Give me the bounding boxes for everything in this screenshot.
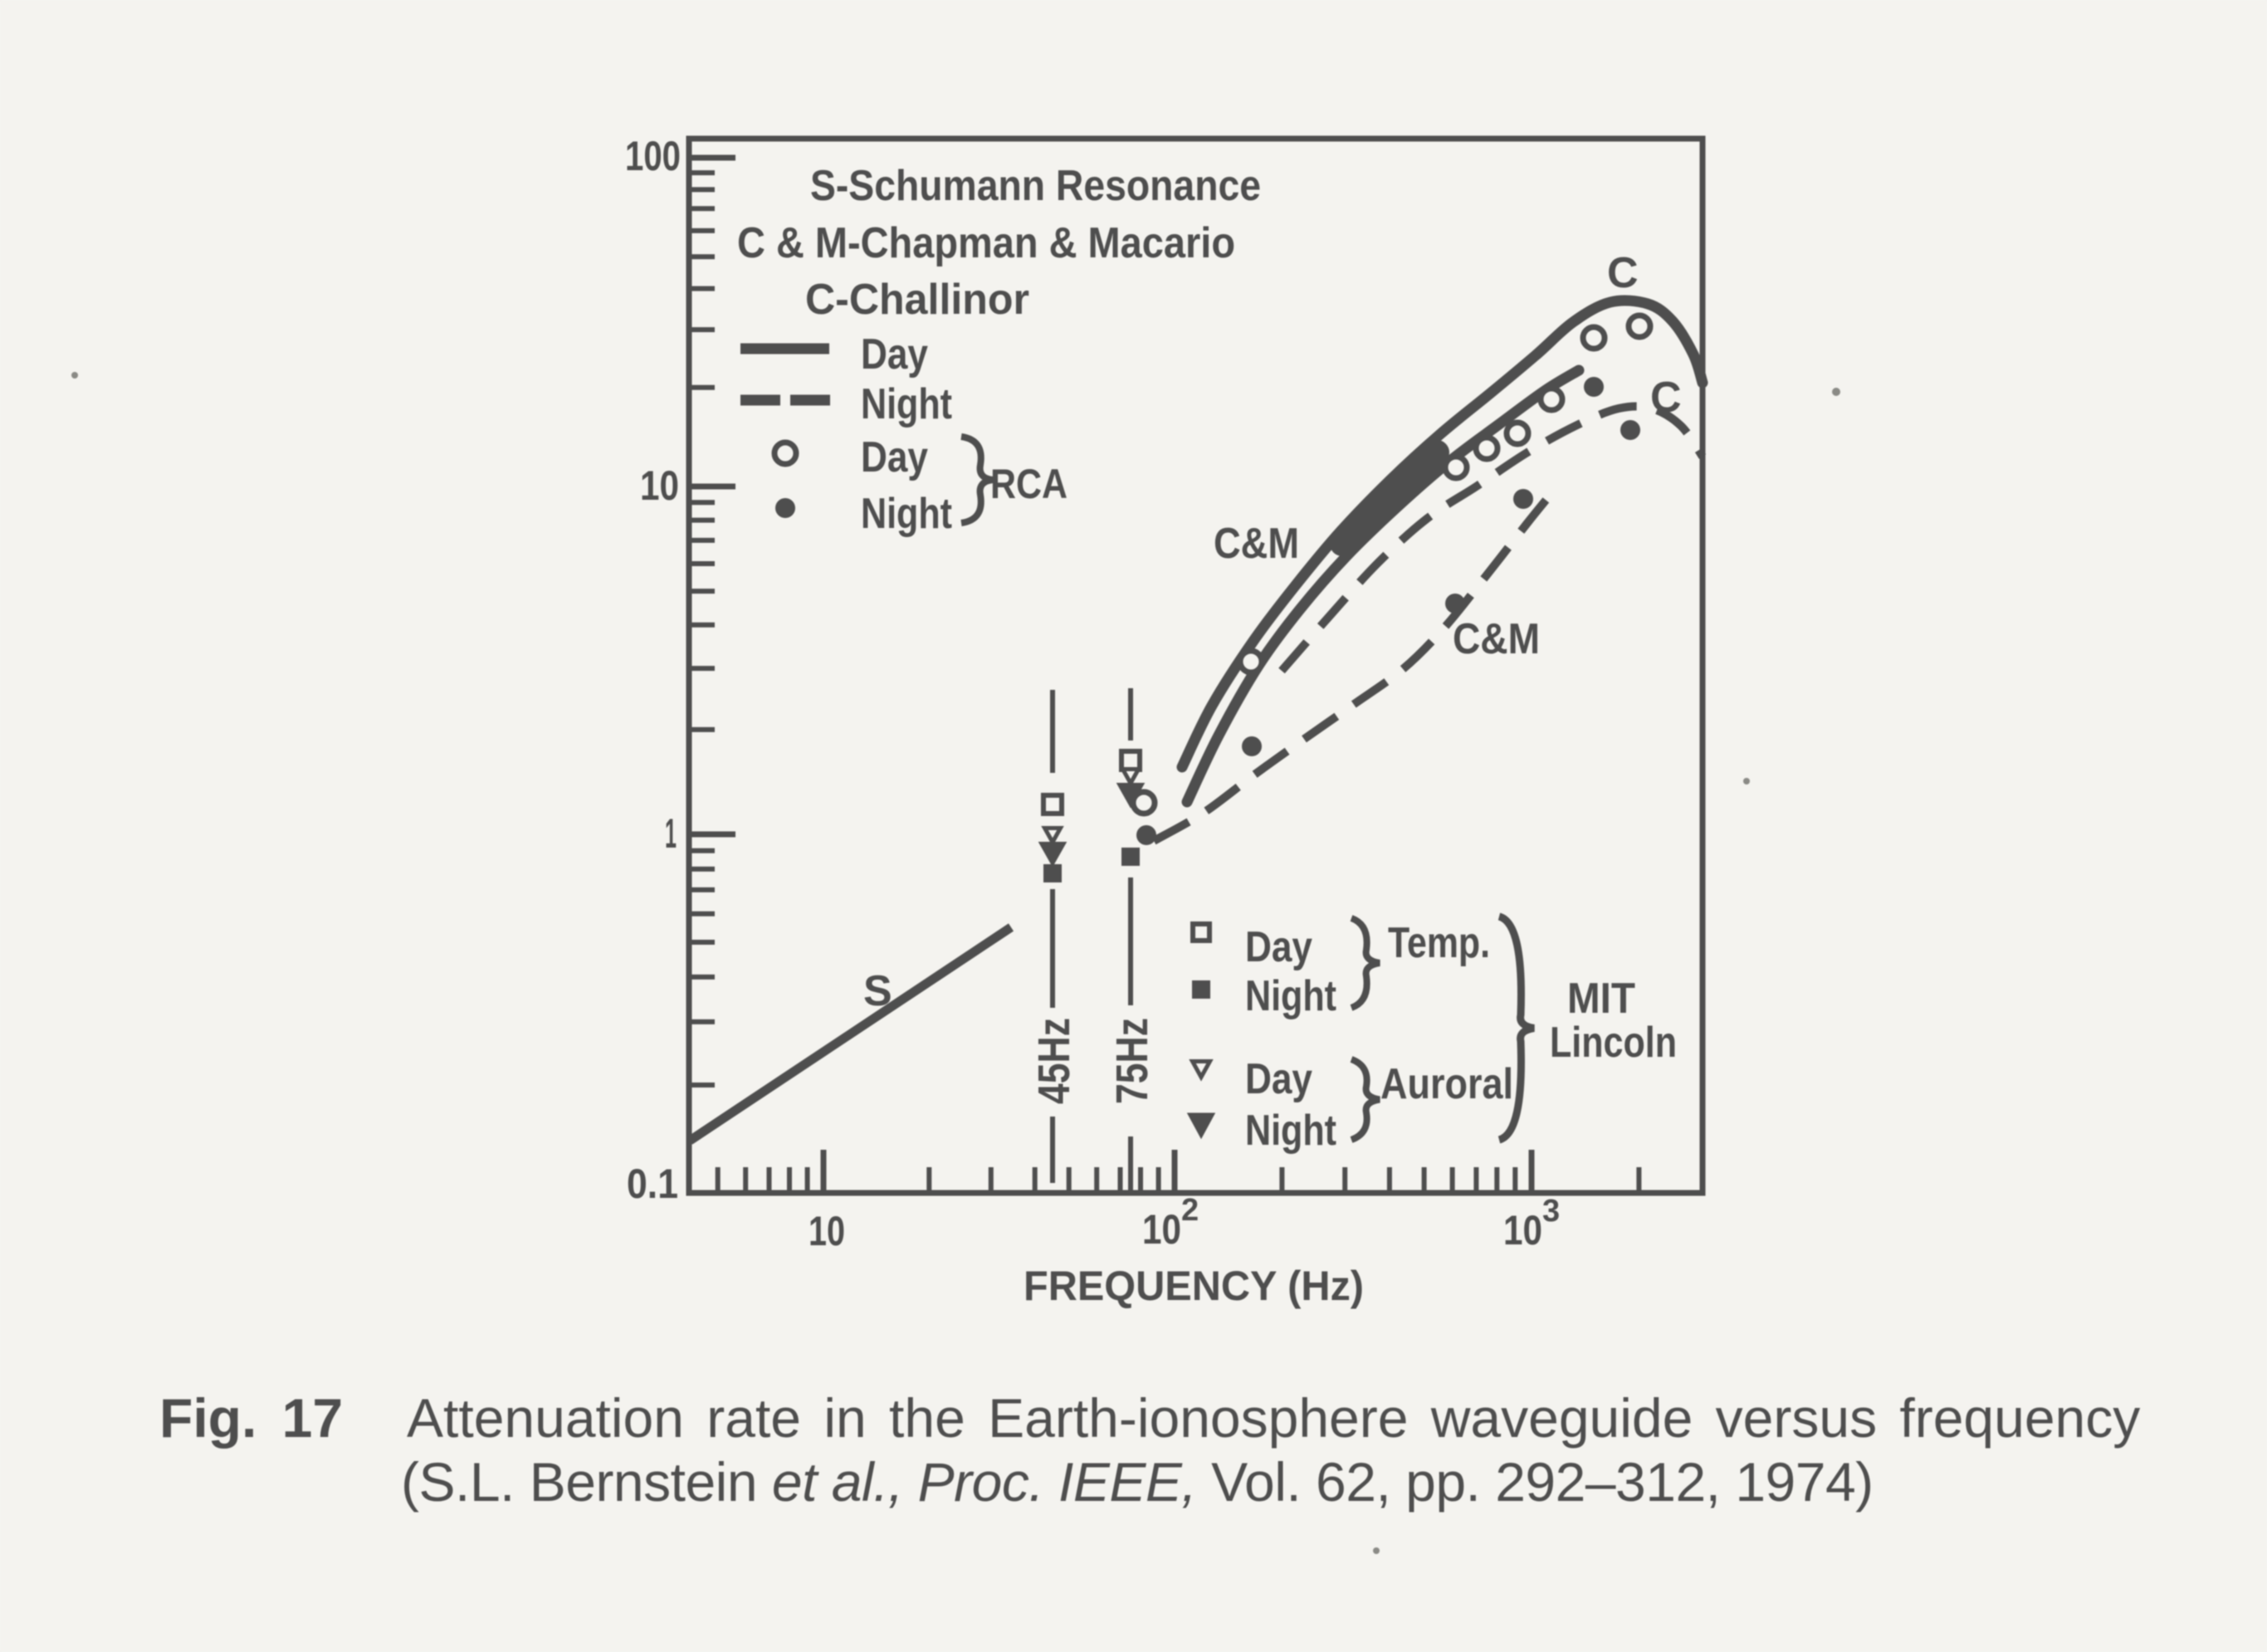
svg-text:Auroral: Auroral — [1380, 1060, 1513, 1108]
svg-text:Lincoln: Lincoln — [1550, 1019, 1677, 1067]
svg-text:Attenuation rate in the Earth-: Attenuation rate in the Earth-ionosphere… — [407, 1387, 2140, 1449]
svg-text:C: C — [1607, 249, 1639, 297]
svg-text:Fig. 17: Fig. 17 — [159, 1387, 343, 1449]
svg-text:Night: Night — [1245, 1107, 1336, 1155]
svg-text:C&M: C&M — [1453, 615, 1540, 663]
svg-text:C&M: C&M — [1214, 520, 1299, 568]
svg-text:Day: Day — [1245, 923, 1312, 971]
svg-text:FREQUENCY (Hz): FREQUENCY (Hz) — [1024, 1263, 1364, 1309]
svg-text:Day: Day — [861, 330, 928, 379]
svg-text:Day: Day — [861, 433, 928, 481]
svg-text:10: 10 — [1503, 1207, 1542, 1254]
svg-text:C: C — [1650, 374, 1682, 422]
svg-text:3: 3 — [1542, 1194, 1560, 1229]
svg-text:100: 100 — [625, 133, 681, 179]
svg-text:Day: Day — [1245, 1055, 1312, 1103]
svg-text:MIT: MIT — [1567, 975, 1635, 1023]
svg-text:C-Challinor: C-Challinor — [805, 276, 1029, 324]
svg-text:0.1: 0.1 — [627, 1161, 678, 1207]
svg-text:45Hz: 45Hz — [1029, 1018, 1079, 1104]
svg-text:75Hz: 75Hz — [1107, 1018, 1157, 1104]
svg-text:Night: Night — [861, 380, 952, 428]
svg-text:1: 1 — [665, 810, 677, 857]
svg-text:Night: Night — [861, 490, 952, 538]
svg-text:10: 10 — [809, 1208, 845, 1254]
svg-text:Night: Night — [1245, 972, 1336, 1020]
svg-text:(S.L. Bernstein et al., Proc.: (S.L. Bernstein et al., Proc. IEEE, Vol.… — [401, 1451, 1874, 1513]
svg-text:S: S — [863, 967, 892, 1015]
svg-text:C & M-Chapman & Macario: C & M-Chapman & Macario — [737, 219, 1235, 267]
svg-text:Temp.: Temp. — [1388, 919, 1490, 967]
svg-text:RCA: RCA — [990, 461, 1068, 507]
svg-text:S-Schumann Resonance: S-Schumann Resonance — [810, 162, 1261, 210]
svg-text:10: 10 — [640, 462, 679, 509]
svg-text:10: 10 — [1142, 1206, 1181, 1253]
svg-text:2: 2 — [1181, 1193, 1199, 1228]
